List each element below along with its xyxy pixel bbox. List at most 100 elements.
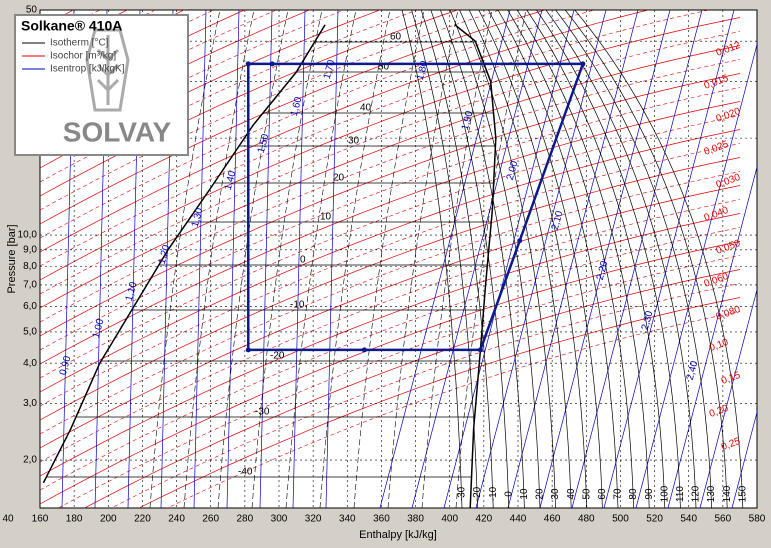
isotherm-line-dashed (285, 10, 357, 508)
y-tick-label: 9,0 (23, 244, 37, 255)
logo-shape (85, 28, 130, 112)
y-tick-label: 2,0 (23, 455, 37, 466)
isotherm-line-dashed (353, 10, 425, 508)
x-tick-label: 280 (237, 514, 254, 525)
isotherm-line-dashed (183, 10, 255, 508)
saturation-curve (42, 24, 326, 484)
isentrope-line (259, 10, 273, 508)
cycle-point (245, 61, 251, 67)
isochor-line (40, 17, 741, 281)
isentrope-line (475, 10, 607, 508)
isochor-line-dashed (40, 199, 741, 463)
isochor-line-dashed (40, 227, 741, 491)
x-axis-title: Enthalpy [kJ/kg] (359, 529, 437, 541)
legend-label: Isotherm [°C] (50, 38, 109, 49)
y-tick-label: 6,0 (23, 301, 37, 312)
isentrope-line (603, 10, 735, 508)
isotherm-dome-label: 20 (333, 173, 345, 184)
isotherm-label: 120 (691, 485, 702, 502)
isochor-line-dashed (40, 115, 741, 379)
isochor-line (40, 10, 547, 225)
isentrope-label: 1,80 (415, 59, 431, 81)
isochor-line-dashed (166, 311, 741, 508)
isochor-line-dashed (40, 171, 741, 435)
x-tick-label: 400 (441, 514, 458, 525)
isentrope-label: 2,40 (685, 359, 701, 381)
isotherm-label: 60 (597, 488, 608, 500)
x-tick-label: 360 (373, 514, 390, 525)
x-tick-label: 460 (544, 514, 561, 525)
isotherm-dome-label: 60 (390, 32, 402, 43)
logo-text: SOLVAY (63, 116, 172, 147)
isentrope-line (226, 10, 240, 508)
isotherm-label: 50 (581, 488, 592, 500)
isotherm-label: 100 (659, 485, 670, 502)
isochor-line (40, 241, 741, 505)
isochor-line-dashed (40, 31, 741, 295)
x-tick-label: 180 (66, 514, 83, 525)
isotherm-dome-label: 0 (300, 255, 306, 266)
isentrope-line (325, 10, 339, 508)
isotherm-line (564, 10, 728, 508)
isentrope-line (379, 10, 511, 508)
isotherm-line (555, 10, 712, 508)
isotherm-label: 0 (503, 491, 514, 497)
isotherm-label: -20 (472, 486, 483, 501)
isentrope-label: 1,60 (289, 95, 305, 117)
isentrope-label: 2,10 (550, 209, 566, 231)
isentrope-line (635, 43, 757, 508)
cycle-point (361, 347, 367, 353)
x-tick-label: 420 (476, 514, 493, 525)
isentrope-line (667, 165, 757, 508)
cycle-point (245, 347, 251, 353)
isochor-line (40, 10, 650, 253)
isochor-line (138, 297, 741, 508)
x-tick-label: 560 (715, 514, 732, 525)
isotherm-dome-label: -10 (290, 300, 305, 311)
isochor-line (40, 129, 741, 393)
isentrope-label: 1,50 (256, 132, 272, 154)
x-tick-label: 220 (134, 514, 151, 525)
isotherm-line (574, 10, 744, 508)
isotherm-label: 80 (628, 488, 639, 500)
isochor-line-dashed (40, 10, 419, 183)
isotherm-dome-label: 40 (360, 103, 372, 114)
y-tick-label: 8,0 (23, 261, 37, 272)
cycle-line (247, 62, 585, 352)
cycle-point (477, 347, 483, 353)
isotherm-label: 90 (644, 488, 655, 500)
isentrope-line (571, 10, 703, 508)
isotherm-label: 150 (737, 485, 748, 502)
isentrope-label: 1,40 (223, 169, 239, 191)
isotherm-dome-label: 10 (320, 212, 332, 223)
x-tick-label: 380 (407, 514, 424, 525)
isotherm-line-dashed (217, 10, 289, 508)
isochor-line-dashed (40, 143, 741, 407)
isochor-line (40, 213, 741, 477)
x-tick-label: 340 (339, 514, 356, 525)
y-tick-label: 4,0 (23, 358, 37, 369)
isotherm-dome-label: 30 (348, 136, 360, 147)
isentrope-line (539, 10, 671, 508)
isotherm-label: 70 (613, 488, 624, 500)
isochor-line (40, 157, 741, 421)
y-tick-label: 3,0 (23, 398, 37, 409)
isochor-line-dashed (40, 87, 741, 351)
x-tick-label: 300 (271, 514, 288, 525)
x-tick-label: 580 (749, 514, 766, 525)
isentrope-label: 2,00 (505, 159, 521, 181)
y-tick-label: 7,0 (23, 280, 37, 291)
isotherm-label: 110 (675, 486, 686, 502)
isotherm-line-dashed (251, 10, 323, 508)
isochor-line (83, 269, 741, 508)
isentrope-label: 1,30 (190, 206, 206, 228)
x-tick-label: 540 (680, 514, 697, 525)
isentrope-line (731, 410, 757, 508)
isotherm-dome-label: -30 (255, 407, 270, 418)
isentrope-label: 1,00 (91, 317, 107, 339)
isotherm-label: 140 (722, 485, 733, 502)
isochor-line-dashed (40, 59, 741, 323)
x-tick-label: 320 (305, 514, 322, 525)
isochor-line-dashed (40, 10, 501, 211)
